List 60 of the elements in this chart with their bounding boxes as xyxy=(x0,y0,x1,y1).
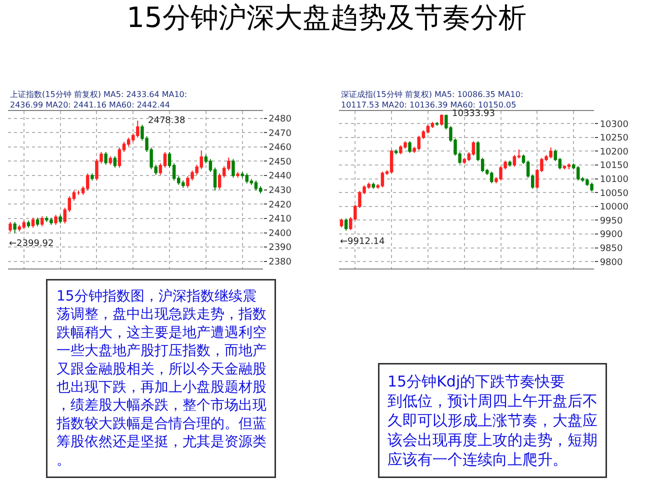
y-tick-label: 9900 xyxy=(600,230,624,240)
candlestick xyxy=(58,214,62,224)
candlestick xyxy=(394,149,398,155)
candlestick xyxy=(108,156,112,166)
y-tick-label: 2420 xyxy=(268,200,292,210)
y-tick-label: 9950 xyxy=(600,216,624,226)
y-tick-label: 2440 xyxy=(268,172,292,182)
candlestick xyxy=(31,217,35,228)
y-tick-label: 2470 xyxy=(268,128,292,139)
candlestick xyxy=(26,220,30,228)
candlestick xyxy=(440,114,444,126)
y-tick-label: 2460 xyxy=(268,143,292,154)
y-tick-label: 10000 xyxy=(600,202,629,213)
candlestick xyxy=(113,156,117,168)
y-tick-label: 10300 xyxy=(600,120,629,130)
y-tick-label: 10050 xyxy=(600,188,629,199)
candlestick xyxy=(90,172,94,182)
y-tick-label: 2450 xyxy=(268,157,292,168)
candlestick xyxy=(567,162,571,170)
candlestick xyxy=(390,149,394,174)
candlestick xyxy=(36,217,40,227)
candlestick xyxy=(22,220,26,230)
y-tick-label: 10250 xyxy=(600,134,629,144)
annotation: 2478.38 xyxy=(148,116,186,126)
candlestick xyxy=(435,121,439,126)
chart-subtitle: 上证指数(15分钟 前复权) MA5: 2433.64 MA10: 2436.99 MA20: 2441.16 MA60: 2442.44 xyxy=(10,90,188,110)
y-tick-label: 9800 xyxy=(600,258,624,268)
candlestick xyxy=(254,180,258,192)
text: 15分钟沪深大盘趋势及节奏分析 xyxy=(126,1,526,34)
candlestick xyxy=(13,222,16,234)
text: 15分钟指数图，沪深指数继续震荡调整，盘中出现急跌走势，指数跌幅稍大，这主要是地产遭遇利空一些大盘地产股打压指数，而地产又跟金融股相关，所以今天金融股也出现下跌，再加上小盘股题材股，绩差股大幅杀跌，整个市场出现指数较大跌幅是合情合理的。但蓝筹股依然还是坚挺，尤其是资源类。 xyxy=(56,288,266,468)
candlestick xyxy=(76,190,80,196)
y-tick-label: 2480 xyxy=(268,114,292,124)
candlestick xyxy=(408,140,412,154)
candlestick xyxy=(236,171,240,178)
text: 15分钟Kdj的下跌节奏快要到低位，预计周四上午开盘后不久即可以形成上涨节奏，大盘应该会出现再度上攻的走势，短期应该有一个连续向上爬升。 xyxy=(388,372,598,468)
candlestick xyxy=(340,218,344,228)
candlestick xyxy=(508,160,512,168)
candlestick xyxy=(8,222,12,233)
y-tick-label: 2430 xyxy=(268,186,292,196)
candlestick xyxy=(380,171,384,188)
candlestick xyxy=(344,218,348,232)
y-tick-label: 9850 xyxy=(600,244,624,254)
candlestick xyxy=(372,182,375,190)
chart-subtitle: 深证成指(15分钟 前复权) MA5: 10086.35 MA10: 10117.53 MA20: 10136.39 MA60: 10150.05 xyxy=(341,90,524,110)
candlestick xyxy=(54,214,58,226)
y-tick-label: 2410 xyxy=(268,214,292,225)
y-tick-label: 10100 xyxy=(600,174,629,185)
candlestick xyxy=(562,165,566,170)
candlestick xyxy=(40,216,44,227)
y-tick-label: 2400 xyxy=(268,228,292,239)
y-tick-label: 10200 xyxy=(600,147,629,158)
y-tick-label: 2380 xyxy=(268,258,292,268)
y-tick-label: 2390 xyxy=(268,243,292,254)
y-tick-label: 10150 xyxy=(600,161,629,172)
candlestick xyxy=(232,158,235,178)
candlestick xyxy=(104,151,108,166)
annotation: 10333.93 xyxy=(452,109,495,119)
annotation: ←9912.14 xyxy=(340,237,386,247)
annotation: ←2399.92 xyxy=(9,239,54,249)
